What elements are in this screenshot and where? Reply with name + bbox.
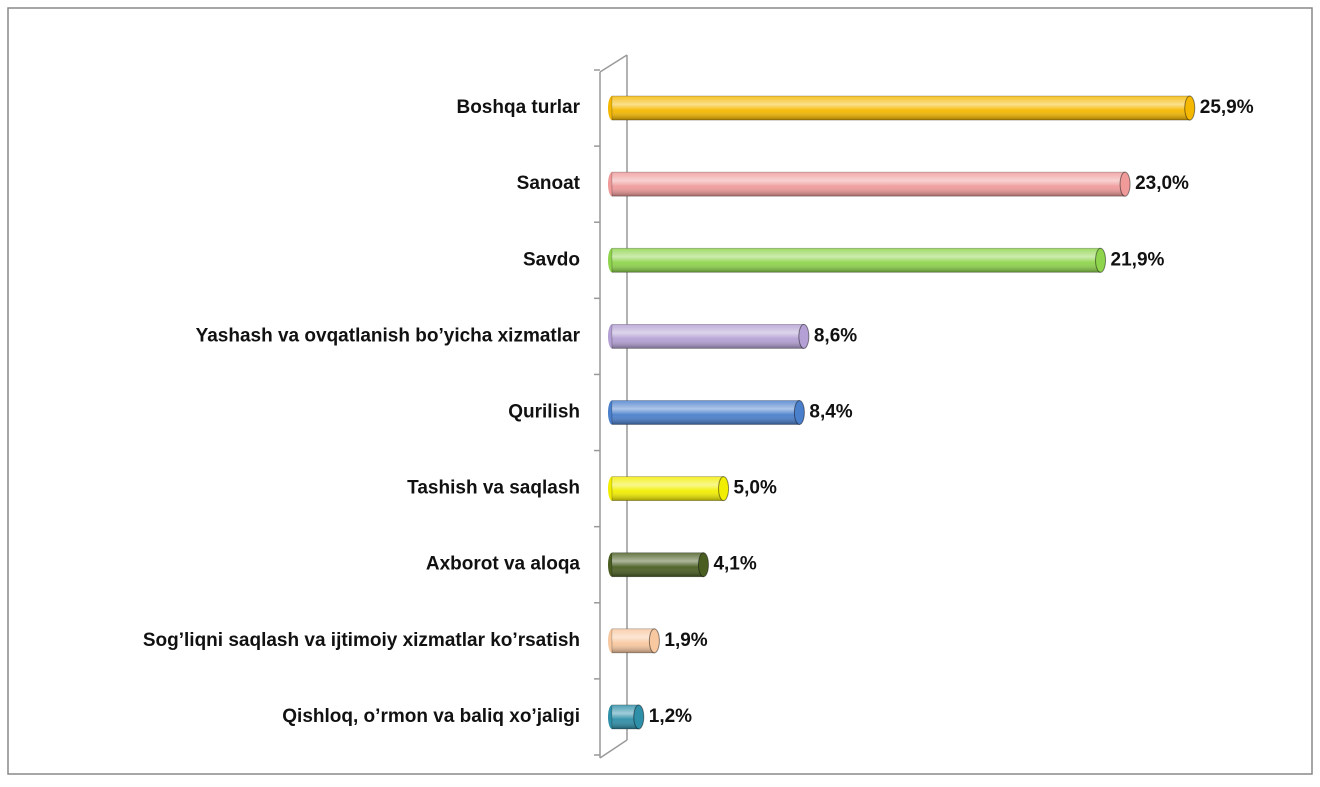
bar-cap xyxy=(1119,171,1131,197)
category-label: Yashash va ovqatlanish bo’yicha xizmatla… xyxy=(196,325,581,346)
value-label: 21,9% xyxy=(1111,249,1165,270)
bar-cap xyxy=(648,628,660,654)
value-label: 1,9% xyxy=(664,630,707,651)
bar-cap xyxy=(633,704,645,730)
category-label: Boshqa turlar xyxy=(456,97,580,118)
value-label: 23,0% xyxy=(1135,173,1189,194)
category-label: Sog’liqni saqlash va ijtimoiy xizmatlar … xyxy=(143,630,580,651)
bar-shine xyxy=(612,96,1190,121)
value-label: 8,4% xyxy=(809,402,852,423)
value-label: 5,0% xyxy=(734,478,777,499)
bar-cap xyxy=(697,552,709,578)
value-label: 4,1% xyxy=(713,554,756,575)
bar-cap xyxy=(793,400,805,425)
category-label: Savdo xyxy=(523,249,580,270)
bar-cap xyxy=(718,476,730,502)
bar-shine xyxy=(612,476,724,501)
category-label: Axborot va aloqa xyxy=(426,554,581,575)
axis-wall xyxy=(599,54,628,759)
value-label: 1,2% xyxy=(649,706,692,727)
value-label: 8,6% xyxy=(814,325,857,346)
bar-shine xyxy=(612,248,1101,273)
bar-shine xyxy=(612,172,1126,197)
bar-cap xyxy=(1184,95,1196,121)
bar-shine xyxy=(612,400,800,425)
category-label: Tashish va saqlash xyxy=(407,478,580,499)
bar-shine xyxy=(612,552,704,577)
bar-cap xyxy=(798,323,810,349)
category-label: Sanoat xyxy=(517,173,581,194)
category-label: Qurilish xyxy=(508,402,580,423)
bar-shine xyxy=(612,628,655,653)
bar-shine xyxy=(612,324,804,349)
bar-cap xyxy=(1095,247,1107,273)
chart-frame xyxy=(7,7,1313,775)
value-label: 25,9% xyxy=(1200,97,1254,118)
category-label: Qishloq, o’rmon va baliq xo’jaligi xyxy=(282,706,580,727)
